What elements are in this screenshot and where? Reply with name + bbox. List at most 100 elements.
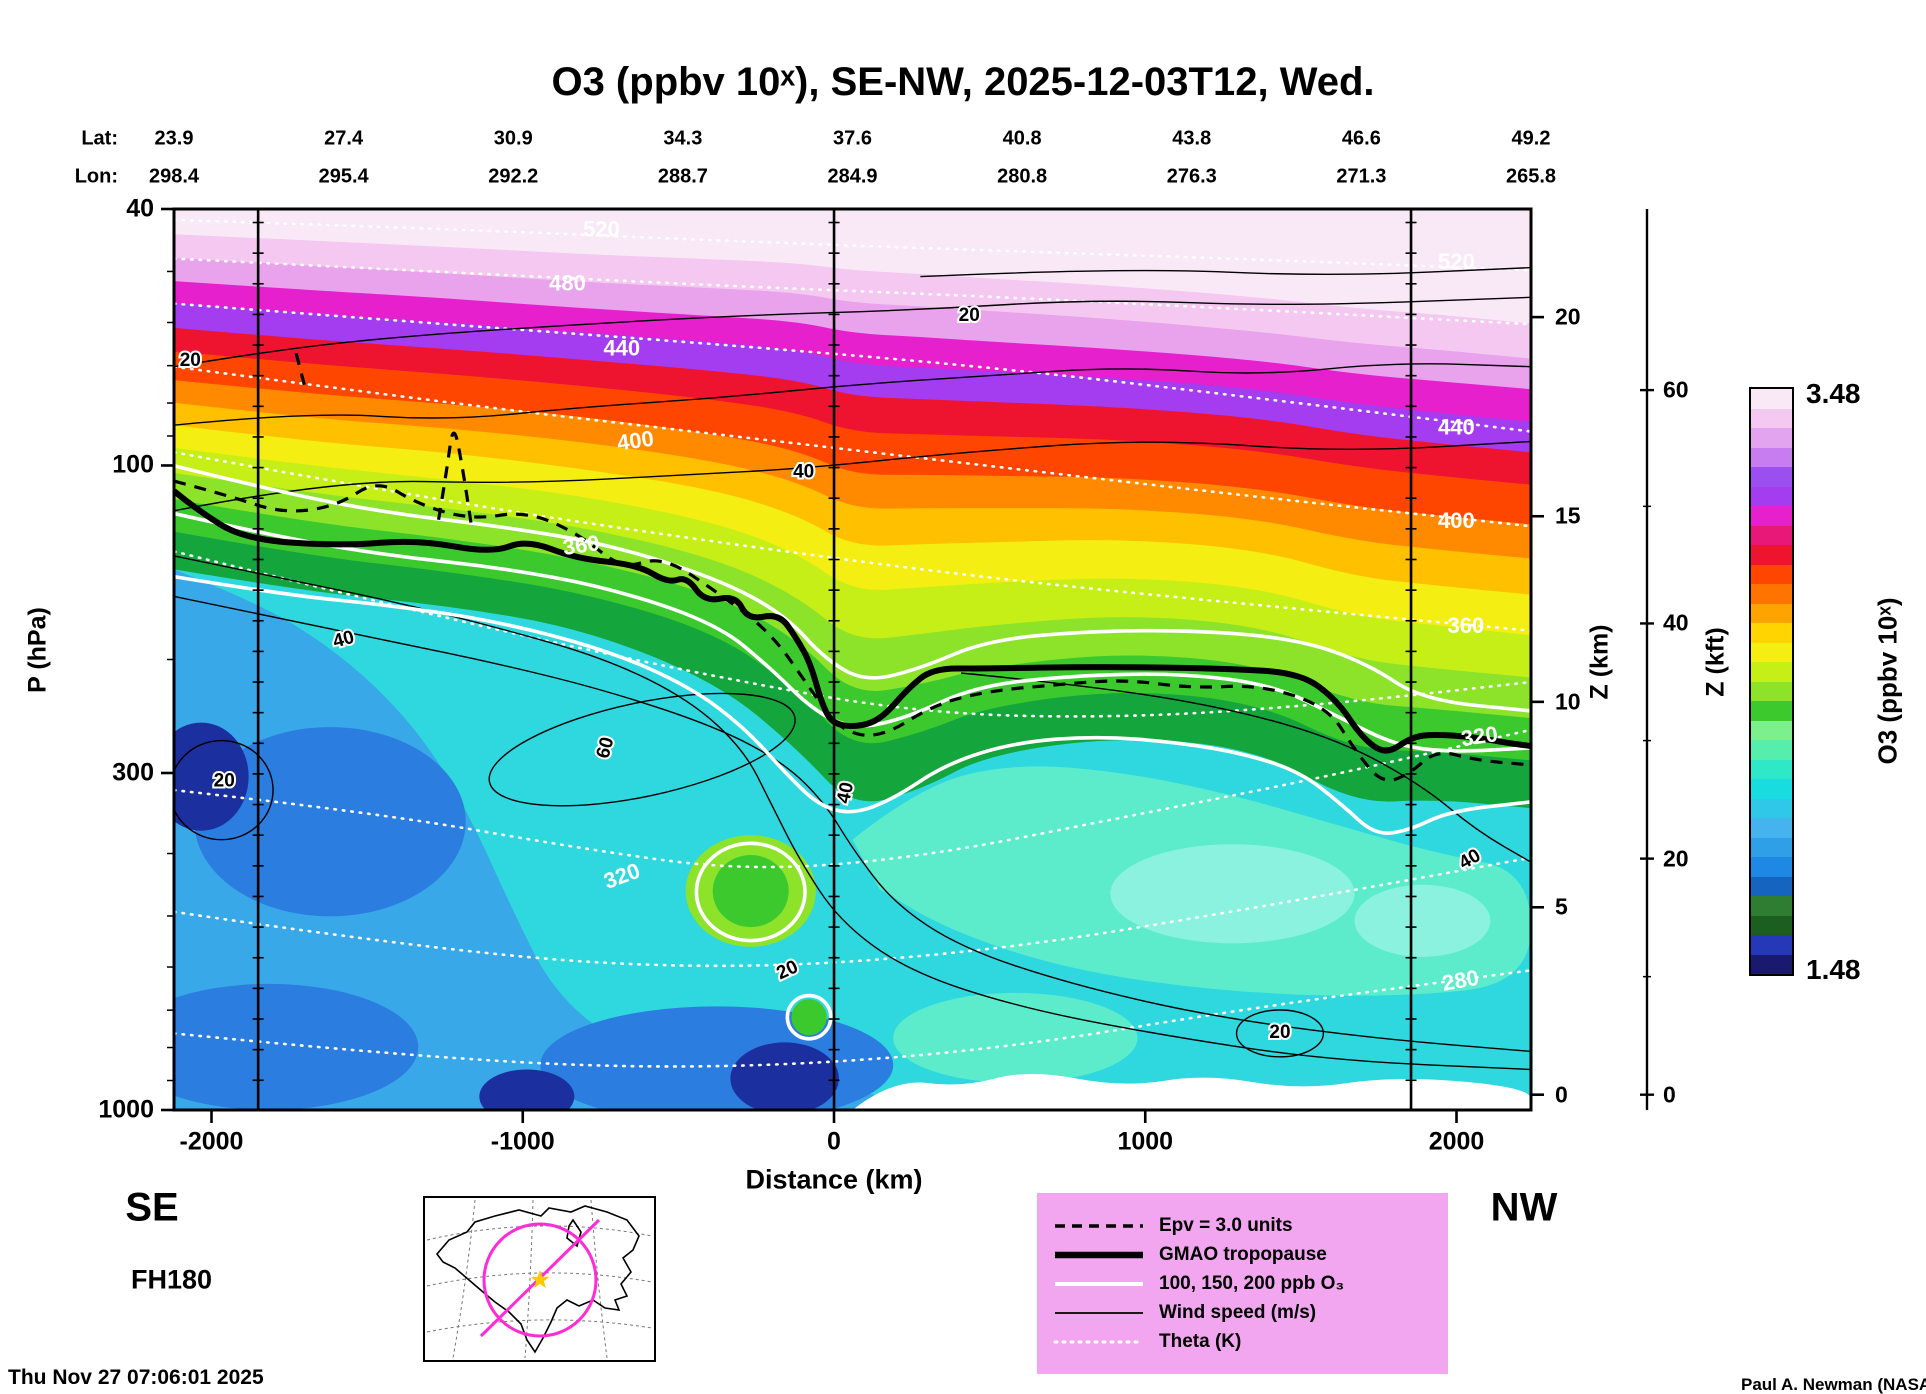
zkm-tick-label: 5 xyxy=(1555,893,1568,920)
theta-contour-line xyxy=(174,257,1531,326)
legend-item-epv: Epv = 3.0 units xyxy=(1053,1215,1432,1237)
wind-speed-contour-line xyxy=(174,363,1531,426)
theta-contour-label: 480 xyxy=(549,270,586,295)
pressure-tick-label: 100 xyxy=(112,450,154,479)
theta-contour-line xyxy=(174,856,1531,968)
theta-contour-label: 520 xyxy=(583,216,620,241)
wind-speed-contour-line xyxy=(174,440,1531,512)
o3-band xyxy=(174,209,1531,324)
colorbar-step xyxy=(1751,740,1792,760)
colorbar-step xyxy=(1751,467,1792,487)
lon-value: 288.7 xyxy=(657,165,708,188)
theta-contour-line xyxy=(174,550,1531,718)
colorbar-step xyxy=(1751,915,1792,935)
colorbar-step xyxy=(1751,779,1792,799)
map-landmass-outline xyxy=(435,1205,640,1354)
zkft-tick-label: 40 xyxy=(1663,609,1689,636)
legend-item-o3-contours: 100, 150, 200 ppb O₃ xyxy=(1053,1273,1432,1295)
colorbar-step xyxy=(1751,818,1792,838)
zkft-axis-title: Z (kft) xyxy=(1701,627,1730,697)
lat-value: 43.8 xyxy=(1172,127,1212,150)
troposphere-patch xyxy=(893,992,1138,1083)
theta-contour-label: 360 xyxy=(1448,613,1485,638)
theta-contour-line xyxy=(174,218,1531,272)
theta-contour-label: 440 xyxy=(603,335,640,360)
thin-line-swatch-icon xyxy=(1055,1311,1143,1314)
o3-ppb-contour-line xyxy=(174,464,1531,713)
troposphere-patch xyxy=(712,855,789,928)
epv-contour-line xyxy=(437,431,473,525)
lat-value: 23.9 xyxy=(154,127,194,150)
colorbar-step xyxy=(1751,486,1792,506)
zkm-tick-label: 20 xyxy=(1555,303,1581,330)
colorbar-step xyxy=(1751,545,1792,565)
colorbar-step xyxy=(1751,525,1792,545)
legend-item-wind: Wind speed (m/s) xyxy=(1053,1302,1432,1324)
legend-label-theta: Theta (K) xyxy=(1159,1330,1242,1352)
colorbar-step xyxy=(1751,428,1792,448)
creation-timestamp: Thu Nov 27 07:06:01 2025 xyxy=(8,1366,264,1389)
pressure-tick-label: 300 xyxy=(112,758,154,787)
lon-axis-prefix: Lon: xyxy=(74,165,118,188)
colorbar-step xyxy=(1751,389,1792,409)
zkft-tick-label: 20 xyxy=(1663,845,1689,872)
zkm-tick-label: 0 xyxy=(1555,1081,1568,1108)
legend: Epv = 3.0 units GMAO tropopause 100, 150… xyxy=(1037,1193,1448,1374)
distance-tick-label: -2000 xyxy=(179,1127,244,1156)
wind-speed-contour-line xyxy=(1235,1009,1325,1058)
wind-contour-label: 20 xyxy=(214,771,235,792)
lat-value: 40.8 xyxy=(1002,127,1042,150)
distance-tick-label: 0 xyxy=(827,1127,841,1156)
lon-value: 298.4 xyxy=(148,165,200,188)
gmao-tropopause-line xyxy=(174,488,1531,754)
colorbar-step xyxy=(1751,642,1792,662)
lat-value: 46.6 xyxy=(1341,127,1381,150)
theta-contour-label: 520 xyxy=(1438,249,1475,274)
x-axis-title: Distance (km) xyxy=(745,1164,923,1195)
chart-title: O3 (ppbv 10ˣ), SE-NW, 2025-12-03T12, Wed… xyxy=(551,60,1375,104)
legend-label-epv: Epv = 3.0 units xyxy=(1159,1214,1293,1236)
white-line-swatch-icon xyxy=(1055,1281,1143,1286)
colorbar-max-value: 3.48 xyxy=(1806,378,1861,409)
colorbar-step xyxy=(1751,584,1792,604)
theta-contour-line xyxy=(174,728,1531,869)
colorbar-step xyxy=(1751,798,1792,818)
wind-speed-contour-line xyxy=(920,266,1531,278)
o3-ppb-contour-line xyxy=(174,574,1531,835)
map-star-icon xyxy=(530,1270,550,1289)
colorbar-step xyxy=(1751,447,1792,467)
theta-contour-label: 400 xyxy=(615,426,655,456)
lat-value: 34.3 xyxy=(663,127,703,150)
lon-value: 280.8 xyxy=(997,165,1048,188)
troposphere-patch xyxy=(1110,844,1355,944)
colorbar-step xyxy=(1751,681,1792,701)
troposphere-patch xyxy=(730,1042,839,1110)
lat-value: 27.4 xyxy=(324,127,364,150)
theta-contour-line xyxy=(174,302,1531,433)
author-credit: Paul A. Newman (NASA xyxy=(1741,1375,1926,1394)
colorbar-step xyxy=(1751,564,1792,584)
lat-value: 30.9 xyxy=(493,127,533,150)
colorbar-title: O3 (ppbv 10ˣ) xyxy=(1872,597,1903,765)
troposphere-patch xyxy=(479,1069,575,1110)
colorbar-step xyxy=(1751,623,1792,643)
map-range-circle xyxy=(482,1222,598,1338)
theta-contour-line xyxy=(174,365,1531,528)
zkm-tick-label: 10 xyxy=(1555,688,1581,715)
colorbar-step xyxy=(1751,408,1792,428)
troposphere-patch xyxy=(852,1074,1531,1110)
colorbar-step xyxy=(1751,662,1792,682)
colorbar-step xyxy=(1751,701,1792,721)
legend-item-tropopause: GMAO tropopause xyxy=(1053,1244,1432,1266)
distance-tick-label: 1000 xyxy=(1117,1127,1174,1156)
troposphere-patch xyxy=(1354,884,1491,957)
colorbar-step xyxy=(1751,876,1792,896)
wind-contour-label: 40 xyxy=(833,780,858,805)
theta-contour-label: 320 xyxy=(1460,721,1500,751)
dashed-line-swatch-icon xyxy=(1055,1223,1143,1228)
colorbar-step xyxy=(1751,837,1792,857)
wind-speed-contour-line xyxy=(174,296,1531,368)
plot-field: 5205204804404404004003603603203202802020… xyxy=(174,209,1531,1110)
wind-speed-contour-line xyxy=(488,692,796,807)
